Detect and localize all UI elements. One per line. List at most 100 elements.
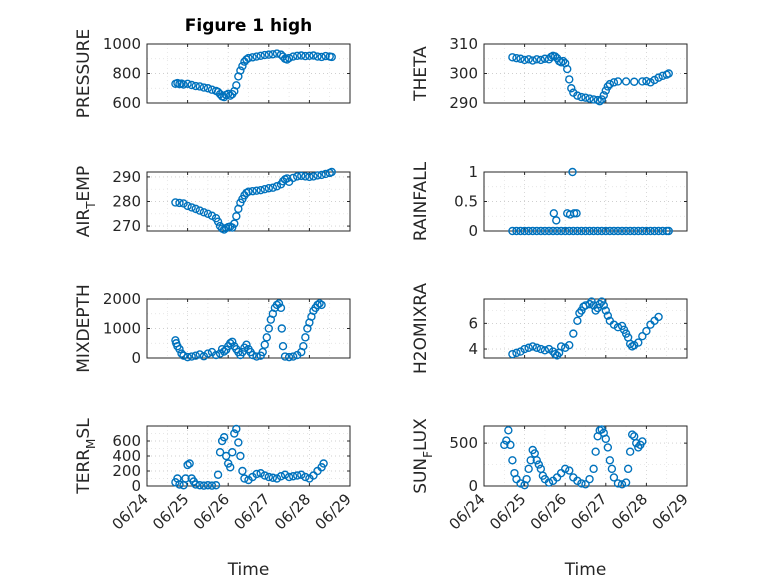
data-point xyxy=(599,301,608,310)
data-point xyxy=(536,344,546,354)
data-point xyxy=(597,95,606,104)
data-point xyxy=(248,350,257,360)
data-point xyxy=(199,208,209,217)
data-point xyxy=(191,480,200,489)
data-point xyxy=(230,219,239,228)
axes-box xyxy=(483,298,688,359)
subplot-terr_msl: 0200400600TERRMSL06/2406/2506/2606/2706/… xyxy=(74,418,355,580)
data-point xyxy=(288,52,298,61)
data-point xyxy=(317,170,326,180)
data-point xyxy=(234,438,243,447)
data-point xyxy=(638,226,647,236)
y-tick-label: 280 xyxy=(112,193,141,211)
data-point xyxy=(605,79,615,89)
data-point xyxy=(603,311,613,320)
data-point xyxy=(565,75,574,84)
data-point xyxy=(646,78,655,87)
data-point xyxy=(252,469,261,479)
data-point xyxy=(524,55,533,64)
data-point xyxy=(278,342,288,351)
y-axis-label-main: AIR xyxy=(74,209,94,238)
data-point xyxy=(213,470,223,479)
data-point xyxy=(242,340,251,349)
data-point xyxy=(177,349,186,358)
data-point xyxy=(284,352,294,362)
data-point xyxy=(191,351,200,360)
data-point xyxy=(563,64,572,74)
data-point xyxy=(321,51,330,61)
data-point xyxy=(650,75,659,85)
data-point xyxy=(264,184,273,193)
data-point xyxy=(293,51,302,60)
data-point xyxy=(301,172,310,181)
axes-box xyxy=(483,425,688,487)
x-tick-label: 06/28 xyxy=(608,490,651,533)
data-point xyxy=(232,212,241,221)
data-point xyxy=(327,52,336,62)
data-point xyxy=(658,226,667,236)
y-tick-label: 1000 xyxy=(103,35,141,53)
y-axis-label-rest: SL xyxy=(74,418,94,439)
data-point xyxy=(556,342,566,351)
data-point xyxy=(550,52,560,61)
data-point xyxy=(556,468,566,478)
data-point xyxy=(520,55,529,65)
data-point xyxy=(195,481,204,490)
data-point xyxy=(284,53,294,63)
y-axis-label-main: TERR xyxy=(74,449,94,495)
data-point xyxy=(569,226,578,236)
data-point xyxy=(524,343,533,352)
data-point xyxy=(621,478,631,487)
data-point xyxy=(534,460,544,469)
data-point xyxy=(601,86,610,95)
data-point xyxy=(522,474,531,484)
y-axis-label-subscript: M xyxy=(84,439,98,449)
data-point xyxy=(552,216,561,225)
data-point xyxy=(183,352,192,362)
data-point xyxy=(301,51,310,61)
data-point xyxy=(603,443,613,452)
data-point xyxy=(589,464,598,474)
data-point xyxy=(179,80,188,89)
data-point xyxy=(211,481,221,490)
data-point xyxy=(268,473,278,482)
y-tick-label: 6 xyxy=(468,314,478,332)
data-point xyxy=(175,480,184,489)
data-point xyxy=(238,61,247,71)
subplot-air_temp: 270 280 290 AIRTEMP xyxy=(74,166,351,238)
data-point xyxy=(500,440,509,450)
data-point xyxy=(540,226,550,236)
y-axis-label: H2OMIXRA xyxy=(411,283,431,374)
data-point xyxy=(654,312,663,322)
x-tick-label: 06/29 xyxy=(649,490,692,533)
data-point xyxy=(613,77,623,86)
data-point xyxy=(260,340,269,349)
x-tick-label: 06/26 xyxy=(190,490,233,533)
data-point xyxy=(187,203,196,212)
y-axis-label: THETA xyxy=(411,46,431,102)
y-tick-label: 400 xyxy=(112,447,141,465)
data-point xyxy=(238,466,247,476)
y-tick-label: 0 xyxy=(468,477,478,495)
data-point xyxy=(607,464,617,474)
data-point xyxy=(552,226,562,236)
data-point xyxy=(272,182,282,191)
x-tick-label: 06/28 xyxy=(271,490,314,533)
data-point xyxy=(621,77,631,86)
data-point xyxy=(630,432,639,441)
data-point xyxy=(573,316,582,326)
data-point xyxy=(548,226,558,236)
data-point xyxy=(512,53,521,63)
data-point xyxy=(175,198,184,208)
data-point xyxy=(642,226,651,236)
y-axis-label-rest: LUX xyxy=(411,418,431,451)
data-point xyxy=(613,226,623,236)
data-point xyxy=(516,479,525,488)
y-tick-label: 0 xyxy=(468,222,478,240)
data-point xyxy=(240,474,249,483)
data-point xyxy=(595,97,604,106)
data-point xyxy=(516,226,525,236)
data-point xyxy=(540,346,550,355)
data-point xyxy=(191,204,200,214)
data-point xyxy=(565,340,574,350)
